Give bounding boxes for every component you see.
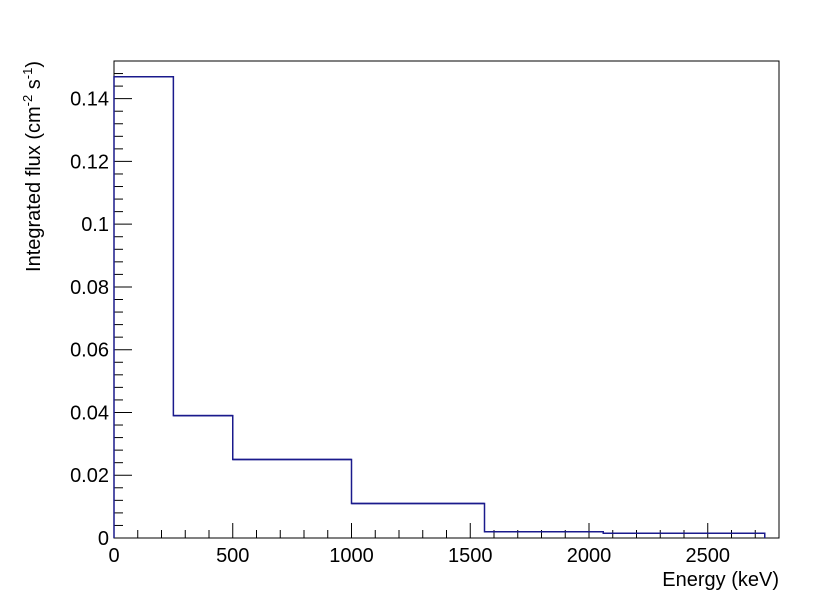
y-tick-label: 0.04: [70, 402, 109, 424]
y-tick-label: 0.08: [70, 277, 109, 299]
x-tick-label: 500: [216, 545, 249, 567]
x-tick-label: 1500: [448, 545, 493, 567]
y-axis-title-exp1: -2: [20, 95, 35, 107]
y-tick-label: 0.1: [81, 214, 109, 236]
y-axis-title-exp2: -1: [20, 68, 35, 80]
x-axis-tick-labels: 0 500 1000 1500 2000 2500: [108, 545, 730, 567]
y-axis-title-mid: s: [23, 79, 45, 95]
y-axis-title-suffix: ): [23, 61, 45, 68]
plot-frame: [113, 60, 780, 539]
y-tick-label: 0.12: [70, 151, 109, 173]
y-tick-label: 0.06: [70, 340, 109, 362]
x-tick-label: 0: [108, 545, 119, 567]
y-axis-title: Integrated flux (cm-2 s-1): [20, 61, 45, 272]
y-axis-tick-labels: 0 0.02 0.04 0.06 0.08 0.1 0.12 0.14: [70, 89, 109, 550]
x-tick-label: 1000: [329, 545, 374, 567]
x-tick-label: 2500: [686, 545, 731, 567]
x-tick-label: 2000: [567, 545, 612, 567]
x-axis-title: Energy (keV): [662, 569, 779, 591]
y-tick-label: 0.14: [70, 89, 109, 111]
y-axis-title-prefix: Integrated flux (cm: [23, 106, 45, 272]
x-axis-ticks: [113, 523, 780, 538]
y-tick-label: 0: [98, 528, 109, 550]
histogram-outline: [113, 75, 766, 538]
y-axis-ticks: [114, 60, 132, 539]
y-tick-label: 0.02: [70, 465, 109, 487]
histogram-bins: [114, 75, 765, 535]
